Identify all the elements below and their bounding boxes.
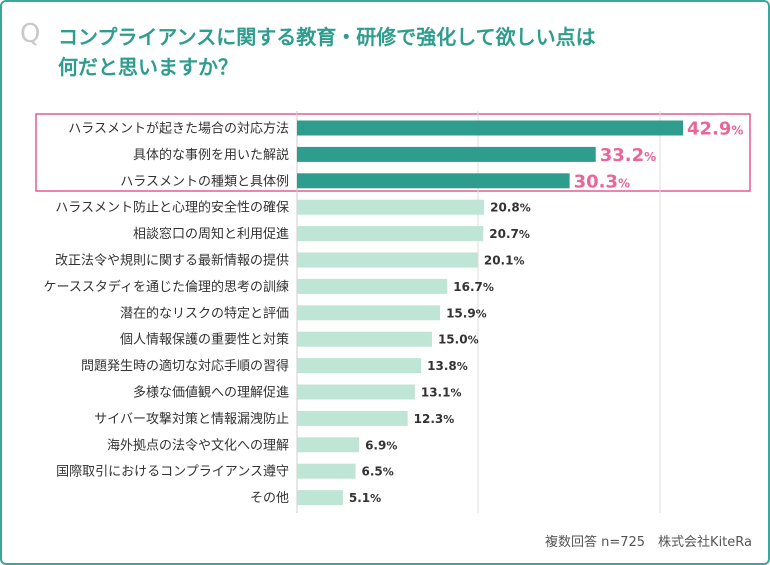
category-label: 相談窓口の周知と利用促進 — [133, 226, 289, 242]
value-label: 15.9% — [446, 306, 487, 320]
value-label: 20.8% — [490, 201, 531, 215]
value-label: 6.9% — [365, 438, 397, 452]
category-label: ケーススタディを通じた倫理的思考の訓練 — [44, 279, 289, 295]
category-label: 多様な価値観への理解促進 — [133, 385, 289, 401]
value-label: 33.2% — [600, 145, 656, 166]
highlight-box — [35, 113, 751, 192]
bar — [297, 173, 570, 189]
category-label: 個人情報保護の重要性と対策 — [120, 332, 289, 348]
question-mark-prefix: Q — [20, 19, 41, 49]
chart-title: コンプライアンスに関する教育・研修で強化して欲しい点は 何だと思いますか？ — [58, 22, 658, 82]
bar — [297, 278, 448, 294]
category-label: 潜在的なリスクの特定と評価 — [120, 305, 289, 321]
bars-group: ハラスメントが起きた場合の対応方法 42.9% 具体的な事例を用いた解説 33.2% ハ… — [44, 119, 744, 507]
bar — [297, 384, 415, 400]
value-label: 15.0% — [438, 333, 479, 347]
value-label: 16.7% — [453, 280, 494, 294]
value-label: 13.8% — [427, 359, 468, 373]
value-label: 12.3% — [414, 412, 455, 426]
category-label: 具体的な事例を用いた解説 — [133, 147, 289, 163]
bar — [297, 226, 484, 242]
chart-title-line-2: 何だと思いますか？ — [58, 55, 238, 79]
bar — [297, 252, 478, 268]
category-label: 改正法令や規則に関する最新情報の提供 — [55, 253, 289, 269]
bar — [297, 199, 485, 215]
value-label: 20.1% — [484, 254, 525, 268]
category-label: ハラスメント防止と心理的安全性の確保 — [55, 200, 289, 216]
category-label: 海外拠点の法令や文化への理解 — [107, 438, 289, 453]
chart-title-line-1: コンプライアンスに関する教育・研修で強化して欲しい点は — [58, 25, 596, 49]
category-label: サイバー攻撃対策と情報漏洩防止 — [94, 411, 289, 427]
bar — [297, 305, 441, 321]
value-label: 20.7% — [489, 227, 530, 241]
bar — [297, 358, 422, 374]
category-label: ハラスメントが起きた場合の対応方法 — [68, 121, 289, 137]
value-label: 30.3% — [574, 171, 630, 192]
bar — [297, 410, 408, 426]
bar — [297, 490, 343, 506]
value-label: 6.5% — [361, 465, 393, 479]
bar — [297, 120, 683, 136]
bar — [297, 437, 360, 453]
category-label: ハラスメントの種類と具体例 — [120, 173, 289, 189]
category-label: その他 — [250, 491, 289, 506]
category-label: 国際取引におけるコンプライアンス遵守 — [56, 464, 289, 480]
value-label: 13.1% — [421, 386, 462, 400]
bar — [297, 331, 432, 347]
category-label: 問題発生時の適切な対応手順の習得 — [81, 358, 289, 374]
footer-note: 複数回答 n=725 株式会社KiteRa — [544, 535, 752, 550]
value-label: 5.1% — [349, 491, 381, 505]
bar — [297, 146, 596, 162]
bar — [297, 463, 356, 479]
value-label: 42.9% — [687, 119, 743, 140]
